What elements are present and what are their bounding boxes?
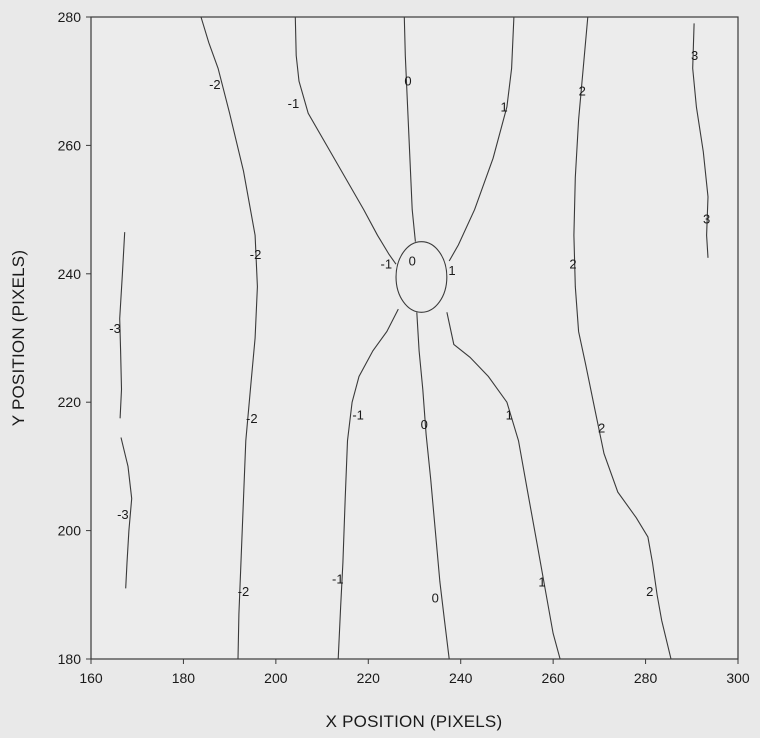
y-tick-label: 260 (58, 137, 82, 153)
contour-label: 3 (691, 48, 698, 63)
center-circle (395, 241, 448, 313)
x-tick-label: 200 (264, 670, 288, 686)
contour-label: 0 (432, 591, 439, 606)
y-tick-label: 180 (58, 651, 82, 667)
contour-label: -3 (109, 321, 121, 336)
y-tick-label: 200 (58, 523, 82, 539)
contour-label: -2 (209, 77, 221, 92)
x-tick-label: 220 (357, 670, 381, 686)
contour-line (337, 308, 399, 660)
plot-area (90, 16, 739, 660)
contour-line (448, 16, 515, 262)
x-tick-label: 160 (79, 670, 103, 686)
contour-label: 1 (448, 263, 455, 278)
contour-line (120, 437, 133, 589)
contour-line (119, 232, 126, 419)
contour-label: -1 (332, 571, 344, 586)
x-axis-title: X POSITION (PIXELS) (326, 712, 503, 731)
contour-label: 2 (569, 257, 576, 272)
contour-line (446, 312, 561, 660)
contour-line (200, 16, 258, 660)
contour-label: 0 (421, 417, 428, 432)
contour-line (692, 23, 709, 258)
x-tick-label: 280 (634, 670, 658, 686)
contour-label: 1 (506, 408, 513, 423)
y-tick-label: 280 (58, 9, 82, 25)
contour-labels: -3 -3 -2 -2 -2 -2 -1 -1 -1 -1 0 0 0 0 1 1 1 1 2 2 2 2 3 3 (109, 48, 710, 605)
contour-label: 2 (579, 83, 586, 98)
contour-line (416, 312, 450, 660)
contour-label: 0 (404, 74, 411, 89)
contour-label: -1 (352, 408, 364, 423)
contour-line (403, 16, 416, 242)
contour-line (573, 16, 672, 660)
contour-lines (119, 16, 709, 660)
contour-label: 1 (501, 99, 508, 114)
x-tick-label: 300 (726, 670, 750, 686)
contour-label: -2 (246, 411, 258, 426)
contour-label: 0 (409, 253, 416, 268)
contour-label: -3 (117, 507, 129, 522)
x-axis: 160 180 200 220 240 260 280 300 (79, 659, 750, 686)
contour-label: -2 (238, 584, 250, 599)
contour-line (294, 16, 397, 265)
x-tick-label: 260 (541, 670, 565, 686)
contour-label: 3 (703, 212, 710, 227)
contour-label: 2 (646, 584, 653, 599)
y-tick-label: 240 (58, 266, 82, 282)
y-axis: 180 200 220 240 260 280 (58, 9, 91, 667)
contour-label: 2 (598, 420, 605, 435)
contour-label: -1 (381, 257, 393, 272)
x-tick-label: 180 (172, 670, 196, 686)
x-tick-label: 240 (449, 670, 473, 686)
y-axis-title: Y POSITION (PIXELS) (9, 250, 28, 426)
contour-label: -1 (288, 96, 300, 111)
contour-label: -2 (250, 247, 262, 262)
contour-label: 1 (538, 574, 545, 589)
y-tick-label: 220 (58, 394, 82, 410)
